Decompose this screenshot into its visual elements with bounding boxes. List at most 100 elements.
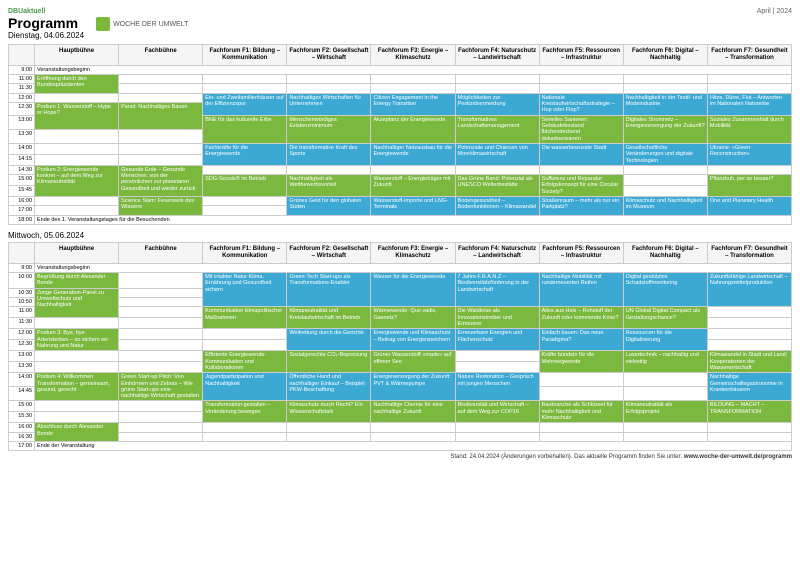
time-cell: 13:00 xyxy=(9,351,35,362)
session-cell: Nationale Kreislaufwirtschaftsstrategie … xyxy=(539,93,623,115)
session-cell xyxy=(35,351,119,362)
session-cell: Menschenwürdiges Existenzminimum xyxy=(287,115,371,143)
session-cell: Klimawandel in Stadt und Land: Kooperati… xyxy=(707,351,791,373)
session-cell: Potenziale und Chancen von Moorklimawirt… xyxy=(455,143,539,165)
session-cell: Klimaschutz und Nachhaltigkeit im Museum xyxy=(623,197,707,216)
session-cell xyxy=(287,84,371,93)
session-cell: Energieversorgung der Zukunft: PVT & Wär… xyxy=(371,373,455,401)
session-cell: Soziales Zusammenhalt durch Mobilität xyxy=(707,115,791,143)
session-cell: Gesellschaftliche Veränderungen und digi… xyxy=(623,143,707,165)
session-cell xyxy=(623,432,707,441)
session-cell: Serielles Sanieren: Gebäudebestand fläch… xyxy=(539,115,623,143)
session-cell: SDG-Scouts® im Betrieb xyxy=(203,175,287,197)
session-cell: Nachhaltiges Wirtschaften für Unternehme… xyxy=(287,93,371,115)
session-cell xyxy=(203,197,287,206)
session-cell xyxy=(707,165,791,174)
session-cell xyxy=(455,351,539,362)
session-cell: Weltrettung durch die Gerichte xyxy=(287,329,371,351)
session-cell xyxy=(707,423,791,432)
session-cell: Nachhaltigkeit in der Textil- und Modein… xyxy=(623,93,707,115)
session-cell xyxy=(707,329,791,340)
session-cell: Wasser für die Energiewende xyxy=(371,273,455,307)
full-row: Ende des 1. Veranstaltungstages für die … xyxy=(35,215,792,224)
session-cell xyxy=(203,165,287,174)
session-cell: Ein- und Zweifamilienhäuser auf der Effi… xyxy=(203,93,287,115)
session-cell: Klimaneutralität und Kreislaufwirtschaft… xyxy=(287,307,371,329)
session-cell xyxy=(203,340,287,351)
time-cell: 14:45 xyxy=(9,387,35,401)
session-cell xyxy=(623,373,707,387)
session-cell xyxy=(539,84,623,93)
session-cell xyxy=(455,432,539,441)
session-cell xyxy=(707,318,791,329)
session-cell: Die Waldkrise als Innovationstreiber und… xyxy=(455,307,539,329)
session-cell: Wasserstoff – Energieträger mit Zukunft xyxy=(371,175,455,197)
time-cell: 10:30 xyxy=(9,288,35,297)
session-cell: Ukraine: «Green Reconstruction» xyxy=(707,143,791,165)
session-cell: Grünes Geld für den globalen Süden xyxy=(287,197,371,216)
session-cell: Green-Tech Start-ups als Transformations… xyxy=(287,273,371,307)
time-cell: 14:15 xyxy=(9,154,35,165)
session-cell: Möglichkeiten zur Pestizidvermeidung xyxy=(455,93,539,115)
col-header: Fachforum F2: Gesellschaft – Wirtschaft xyxy=(287,45,371,66)
session-cell xyxy=(371,423,455,432)
session-cell xyxy=(119,129,203,143)
schedule-day2: HauptbühneFachbühneFachforum F1: Bildung… xyxy=(8,242,792,451)
session-cell: Biodiversität und Wirtschaft – auf dem W… xyxy=(455,401,539,423)
session-cell xyxy=(119,401,203,412)
col-header: Fachforum F7: Gesundheit – Transformatio… xyxy=(707,243,791,264)
session-cell: Öffentliche Hand und nachhaltiger Einkau… xyxy=(287,373,371,401)
session-cell: Podium 3: Bye, bye Artensterben – so sic… xyxy=(35,329,119,351)
session-cell: Green Start-up Pitch: Von Einhörnern und… xyxy=(119,373,203,401)
session-cell: Kommunikation klimapolitischer Maßnahmen xyxy=(203,307,287,329)
dbu-label: DBUaktuell xyxy=(8,8,84,15)
session-cell xyxy=(119,273,203,289)
session-cell xyxy=(203,329,287,340)
session-cell: Eröffnung durch den Bundespräsidenten xyxy=(35,75,119,94)
col-header: Fachforum F4: Naturschutz – Landwirtscha… xyxy=(455,243,539,264)
session-cell xyxy=(203,206,287,215)
time-cell: 14:00 xyxy=(9,373,35,387)
session-cell xyxy=(119,329,203,340)
session-cell xyxy=(119,318,203,329)
session-cell: UN Global Digital Compact als Gestaltung… xyxy=(623,307,707,329)
session-cell xyxy=(203,75,287,84)
col-header: Hauptbühne xyxy=(35,45,119,66)
col-header: Fachbühne xyxy=(119,243,203,264)
session-cell: Begrüßung durch Alexander Bonde xyxy=(35,273,119,289)
full-row: Ende der Veranstaltung xyxy=(35,442,792,451)
col-header: Fachforum F6: Digital – Nachhaltig xyxy=(623,45,707,66)
page-title: Programm xyxy=(8,15,84,31)
session-cell xyxy=(455,75,539,84)
session-cell: Panel: Nachhaltiges Bauen xyxy=(119,103,203,130)
session-cell xyxy=(707,84,791,93)
session-cell xyxy=(539,165,623,174)
session-cell: Digitales Stromnetz – Energieversorgung … xyxy=(623,115,707,143)
time-cell: 11:30 xyxy=(9,318,35,329)
session-cell xyxy=(35,412,119,423)
event-logo: WOCHE DER UMWELT xyxy=(96,17,188,31)
col-header: Fachforum F1: Bildung – Kommunikation xyxy=(203,45,287,66)
time-cell: 15:00 xyxy=(9,401,35,412)
session-cell xyxy=(203,84,287,93)
time-cell: 14:00 xyxy=(9,143,35,154)
time-cell: 10:00 xyxy=(9,273,35,289)
session-cell xyxy=(119,362,203,373)
session-cell: Nachhaltige Chemie für eine nachhaltige … xyxy=(371,401,455,423)
session-cell: Pflanzkuh, per se besser? xyxy=(707,175,791,197)
session-cell xyxy=(455,362,539,373)
session-cell xyxy=(119,93,203,102)
full-row: Veranstaltungsbeginn xyxy=(35,263,792,272)
session-cell: Junge Generation-Panel zu Umweltschutz u… xyxy=(35,288,119,318)
session-cell xyxy=(35,401,119,412)
session-cell: Fachkräfte für die Energiewende xyxy=(203,143,287,165)
session-cell: Suffizienz und Reparatur: Erfolgskonzept… xyxy=(539,175,623,197)
session-cell xyxy=(539,423,623,432)
col-header: Fachforum F5: Ressourcen – Infrastruktur xyxy=(539,243,623,264)
session-cell xyxy=(623,186,707,197)
session-cell xyxy=(455,84,539,93)
time-cell: 12:00 xyxy=(9,329,35,340)
session-cell xyxy=(35,93,119,102)
session-cell xyxy=(623,75,707,84)
session-cell xyxy=(539,387,623,401)
